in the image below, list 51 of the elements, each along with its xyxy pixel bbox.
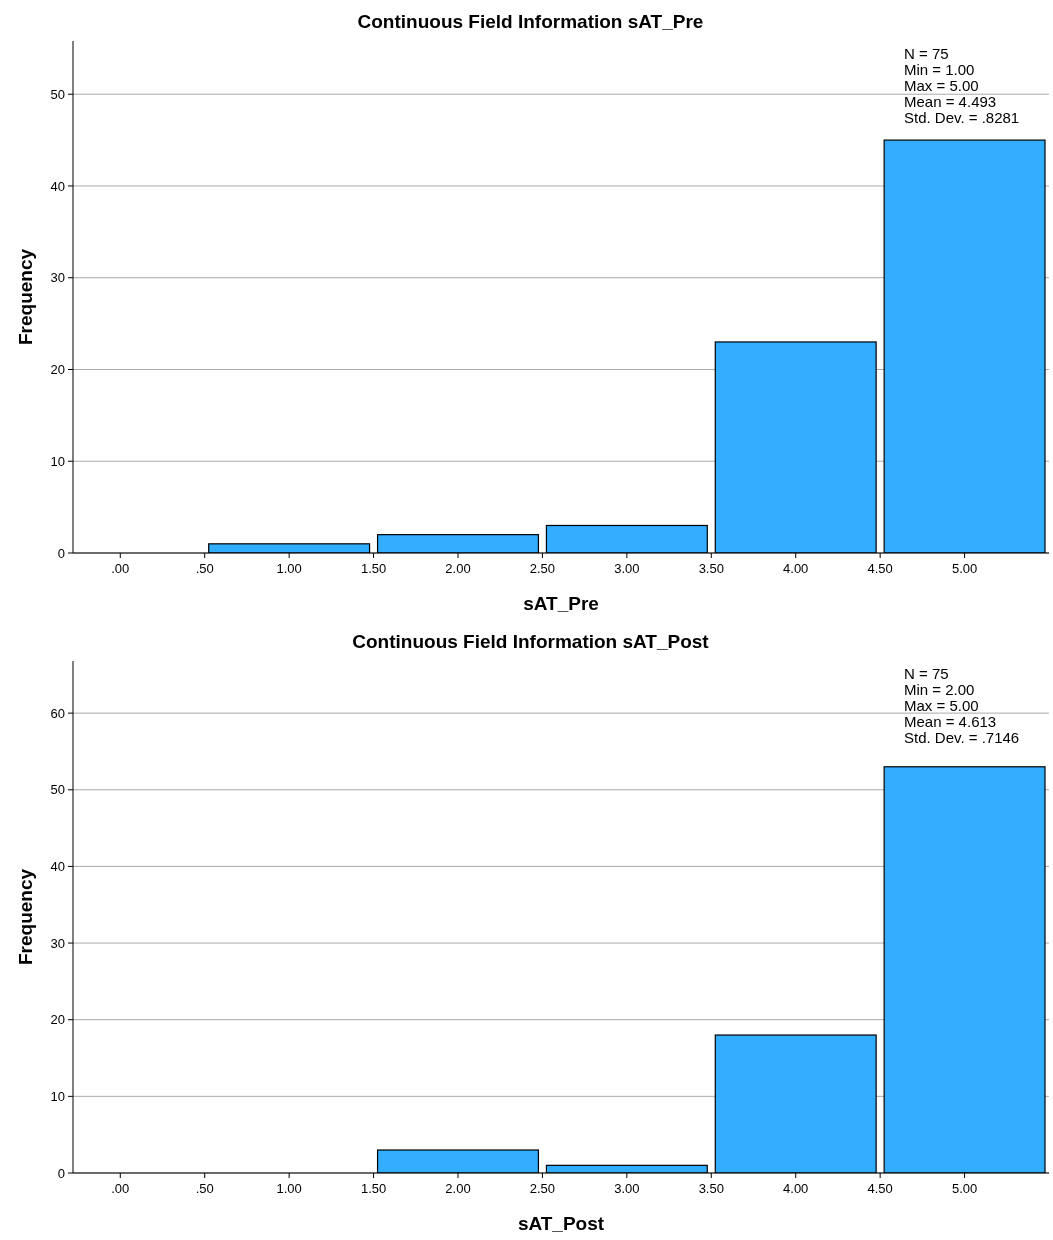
annotation: Max = 5.00	[904, 697, 979, 714]
y-tick-label: 0	[57, 545, 65, 561]
x-tick-label: 3.00	[614, 1181, 640, 1196]
y-tick-label: 50	[50, 782, 65, 798]
annotation: Std. Dev. = .8281	[904, 109, 1020, 126]
x-tick-label: 1.50	[360, 561, 387, 576]
x-tick-label: 3.50	[698, 561, 724, 576]
x-tick-label: 2.50	[529, 1181, 556, 1196]
x-tick-label: .50	[195, 1181, 214, 1196]
annotation: N = 75	[904, 45, 949, 62]
chart-title: Continuous Field Information sAT_Post	[352, 631, 710, 652]
x-tick-label: 2.00	[445, 1181, 471, 1196]
y-tick-label: 0	[57, 1165, 65, 1181]
annotation: Min = 1.00	[904, 61, 975, 78]
x-tick-label: 3.00	[614, 561, 640, 576]
annotation: Max = 5.00	[904, 77, 979, 94]
annotation: Mean = 4.613	[904, 713, 997, 730]
x-tick-label: 1.00	[276, 561, 302, 576]
x-tick-label: 3.50	[698, 1181, 724, 1196]
annotation: Min = 2.00	[904, 681, 975, 698]
x-tick-label: .00	[111, 561, 130, 576]
y-axis-title: Frequency	[15, 868, 36, 966]
x-axis-title: sAT_Pre	[523, 593, 599, 614]
y-tick-label: 60	[50, 705, 65, 721]
x-axis-title: sAT_Post	[517, 1213, 605, 1234]
y-tick-label: 40	[50, 858, 65, 874]
x-tick-label: 4.00	[783, 561, 809, 576]
x-tick-label: 5.00	[951, 561, 978, 576]
y-tick-label: 20	[50, 362, 65, 378]
y-tick-label: 30	[50, 935, 65, 951]
x-tick-label: 4.50	[867, 1181, 893, 1196]
x-tick-label: .00	[111, 1181, 130, 1196]
y-tick-label: 10	[50, 453, 65, 469]
y-tick-label: 20	[50, 1012, 65, 1028]
y-tick-label: 40	[50, 178, 65, 194]
chart-title: Continuous Field Information sAT_Pre	[357, 11, 704, 32]
y-tick-label: 30	[50, 270, 65, 286]
y-tick-label: 50	[50, 86, 65, 102]
annotation: N = 75	[904, 665, 949, 682]
x-tick-label: 5.00	[951, 1181, 978, 1196]
x-tick-label: 4.50	[867, 561, 893, 576]
x-tick-label: .50	[195, 561, 214, 576]
y-tick-label: 10	[50, 1088, 65, 1104]
y-axis-title: Frequency	[15, 248, 36, 346]
annotation: Std. Dev. = .7146	[904, 729, 1020, 746]
annotation: Mean = 4.493	[904, 93, 997, 110]
x-tick-label: 2.50	[529, 561, 556, 576]
x-tick-label: 4.00	[783, 1181, 809, 1196]
x-tick-label: 1.00	[276, 1181, 302, 1196]
x-tick-label: 2.00	[445, 561, 471, 576]
x-tick-label: 1.50	[360, 1181, 387, 1196]
